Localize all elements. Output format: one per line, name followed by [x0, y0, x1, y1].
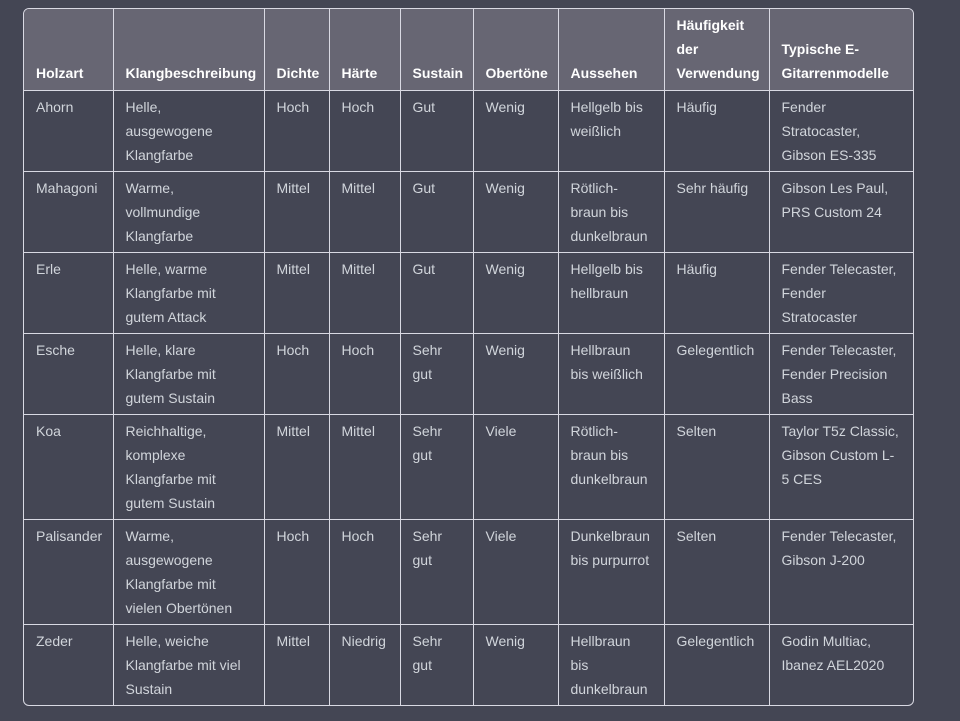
column-header: Härte: [328, 9, 401, 91]
table-row: Mahagoni Warme, vollmundige Klangfarbe Mit…: [24, 171, 913, 253]
table-cell: Sehr häufig: [663, 171, 770, 253]
table-cell: Wenig: [472, 90, 559, 172]
table-cell: Viele: [472, 414, 559, 520]
table-cell: Gut: [399, 252, 474, 334]
table-cell: Rötlich-braun bis dunkelbraun: [557, 171, 665, 253]
table-cell: Hellbraun bis weißlich: [557, 333, 665, 415]
wood-comparison-table: Holzart Klangbeschreibung Dichte Härte Susta…: [24, 9, 913, 705]
table-cell: Palisander: [24, 519, 114, 625]
table-cell: Gut: [399, 90, 474, 172]
table-cell: Mittel: [263, 171, 330, 253]
table-cell: Selten: [663, 414, 770, 520]
table-cell: Koa: [24, 414, 114, 520]
table-cell: Wenig: [472, 252, 559, 334]
table-cell: Esche: [24, 333, 114, 415]
table-cell: Hoch: [328, 90, 401, 172]
table-cell: Sehr gut: [399, 333, 474, 415]
column-header: Häufigkeit der Verwendung: [663, 9, 770, 91]
table-cell: Mahagoni: [24, 171, 114, 253]
table-cell: Warme, vollmundige Klangfarbe: [112, 171, 265, 253]
column-header: Sustain: [399, 9, 474, 91]
column-header: Dichte: [263, 9, 330, 91]
table-cell: Sehr gut: [399, 414, 474, 520]
table-cell: Mittel: [328, 414, 401, 520]
table-cell: Helle, weiche Klangfarbe mit viel Sustai…: [112, 624, 265, 705]
table-cell: Erle: [24, 252, 114, 334]
column-header: Aussehen: [557, 9, 665, 91]
table-cell: Viele: [472, 519, 559, 625]
table-cell: Fender Telecaster, Fender Precision Bass: [768, 333, 913, 415]
table-cell: Häufig: [663, 252, 770, 334]
table-cell: Rötlich-braun bis dunkelbraun: [557, 414, 665, 520]
column-header: Holzart: [24, 9, 114, 91]
column-header: Typische E-Gitarrenmodelle: [768, 9, 913, 91]
table-row: Ahorn Helle, ausgewogene Klangfarbe Hoch Ho…: [24, 90, 913, 172]
table-cell: Helle, ausgewogene Klangfarbe: [112, 90, 265, 172]
column-header: Klangbeschreibung: [112, 9, 265, 91]
table-row: Erle Helle, warme Klangfarbe mit gutem At…: [24, 252, 913, 334]
table-cell: Mittel: [263, 624, 330, 705]
table-cell: Mittel: [328, 171, 401, 253]
table-cell: Helle, klare Klangfarbe mit gutem Sustai…: [112, 333, 265, 415]
table-cell: Wenig: [472, 333, 559, 415]
table-cell: Mittel: [263, 414, 330, 520]
table-cell: Hoch: [263, 333, 330, 415]
table-cell: Mittel: [328, 252, 401, 334]
table-header-row: Holzart Klangbeschreibung Dichte Härte Susta…: [24, 9, 913, 91]
table-row: Koa Reichhaltige, komplexe Klangfarbe mit…: [24, 414, 913, 520]
table-cell: Selten: [663, 519, 770, 625]
table-cell: Ahorn: [24, 90, 114, 172]
table-cell: Wenig: [472, 171, 559, 253]
table-cell: Fender Stratocaster, Gibson ES-335: [768, 90, 913, 172]
table-cell: Hoch: [263, 519, 330, 625]
table-cell: Gut: [399, 171, 474, 253]
column-header: Obertöne: [472, 9, 559, 91]
table-cell: Sehr gut: [399, 519, 474, 625]
wood-comparison-table-container: Holzart Klangbeschreibung Dichte Härte Susta…: [23, 8, 914, 706]
table-row: Zeder Helle, weiche Klangfarbe mit viel S…: [24, 624, 913, 705]
table-cell: Godin Multiac, Ibanez AEL2020: [768, 624, 913, 705]
table-cell: Taylor T5z Classic, Gibson Custom L-5 CE…: [768, 414, 913, 520]
table-cell: Hellgelb bis hellbraun: [557, 252, 665, 334]
table-cell: Hoch: [328, 519, 401, 625]
table-cell: Niedrig: [328, 624, 401, 705]
table-cell: Reichhaltige, komplexe Klangfarbe mit gu…: [112, 414, 265, 520]
table-cell: Häufig: [663, 90, 770, 172]
table-cell: Fender Telecaster, Gibson J-200: [768, 519, 913, 625]
table-row: Palisander Warme, ausgewogene Klangfarbe …: [24, 519, 913, 625]
table-cell: Hellgelb bis weißlich: [557, 90, 665, 172]
table-cell: Fender Telecaster, Fender Stratocaster: [768, 252, 913, 334]
table-cell: Hellbraun bis dunkelbraun: [557, 624, 665, 705]
table-row: Esche Helle, klare Klangfarbe mit gutem S…: [24, 333, 913, 415]
table-cell: Gelegentlich: [663, 333, 770, 415]
table-cell: Zeder: [24, 624, 114, 705]
table-cell: Helle, warme Klangfarbe mit gutem Attack: [112, 252, 265, 334]
table-cell: Gelegentlich: [663, 624, 770, 705]
table-cell: Hoch: [263, 90, 330, 172]
table-cell: Dunkelbraun bis purpurrot: [557, 519, 665, 625]
table-cell: Warme, ausgewogene Klangfarbe mit vielen…: [112, 519, 265, 625]
table-cell: Sehr gut: [399, 624, 474, 705]
table-cell: Gibson Les Paul, PRS Custom 24: [768, 171, 913, 253]
table-cell: Wenig: [472, 624, 559, 705]
table-cell: Hoch: [328, 333, 401, 415]
table-cell: Mittel: [263, 252, 330, 334]
